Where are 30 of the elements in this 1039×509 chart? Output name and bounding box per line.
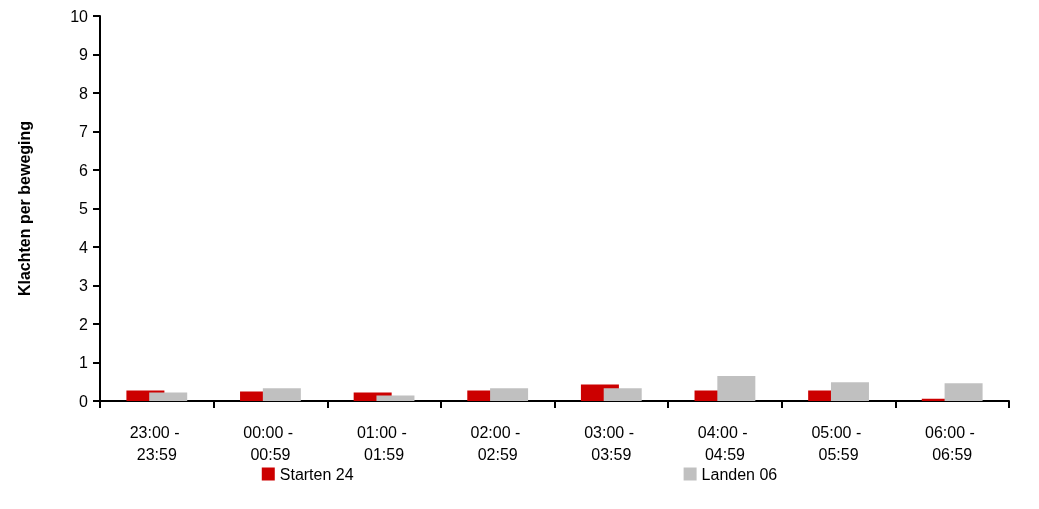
bar	[944, 383, 983, 401]
x-tick-label: 04:00 - 04:59	[697, 423, 753, 463]
y-axis-title: Klachten per beweging	[15, 120, 33, 297]
y-tick-label: 9	[79, 46, 89, 63]
x-tick-label: 05:00 - 05:59	[811, 423, 866, 463]
y-tick-label: 3	[79, 277, 89, 294]
x-tick-label: 03:00 - 03:59	[584, 423, 639, 463]
bar	[262, 388, 301, 401]
y-tick-label: 6	[79, 161, 89, 179]
y-tick-label: 7	[79, 123, 89, 140]
bar	[490, 388, 529, 401]
bar	[830, 382, 869, 401]
y-tick-label: 4	[79, 238, 89, 256]
x-tick-label: 23:00 - 23:59	[129, 423, 184, 463]
x-tick-label: 06:00 - 06:59	[925, 423, 980, 463]
y-tick-label: 2	[79, 315, 89, 333]
x-tick-label: 00:00 - 00:59	[243, 423, 298, 463]
bar	[603, 388, 642, 401]
bar	[149, 392, 188, 401]
y-tick-label: 0	[79, 392, 89, 410]
y-tick-label: 8	[79, 84, 89, 102]
x-tick-label: 02:00 - 02:59	[470, 423, 525, 463]
legend-label: Starten 24	[279, 465, 354, 483]
x-tick-label: 01:00 - 01:59	[356, 423, 412, 463]
bar	[376, 395, 415, 401]
y-tick-label: 5	[79, 200, 89, 217]
legend-label: Landen 06	[701, 465, 778, 483]
bar	[717, 375, 756, 401]
y-tick-label: 10	[70, 7, 89, 25]
y-tick-label: 1	[79, 354, 89, 371]
